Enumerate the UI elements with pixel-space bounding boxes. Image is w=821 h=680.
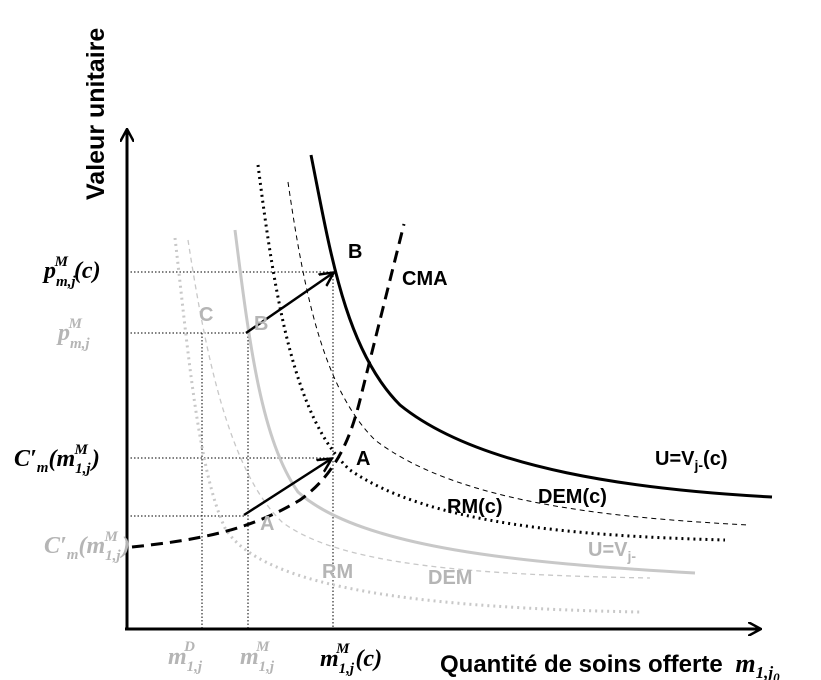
y-tick-marginal-cost: C′m(m1,jM) <box>44 529 130 564</box>
x-axis-title: Quantité de soins offerte m1,j0 <box>440 649 780 680</box>
y-tick-marginal-cost-c: C′m(m1,jM) <box>14 442 100 477</box>
point-b-label: B <box>254 313 268 335</box>
cma-curve <box>131 223 406 549</box>
utility-c-curve <box>309 154 773 499</box>
point-a-c-label: A <box>356 448 370 470</box>
dem-curve <box>187 239 651 579</box>
cma-label: CMA <box>402 268 448 290</box>
y-tick-price-c: pm,jM (c) <box>42 254 101 290</box>
rm-label: RM <box>322 561 353 583</box>
arrow-b-shift <box>245 273 333 335</box>
point-b-c-label: B <box>348 241 362 263</box>
y-axis-title: Valeur unitaire <box>82 28 110 200</box>
x-tick-marginal-quantity: m1,jM <box>240 639 275 675</box>
dem-label: DEM <box>428 567 472 589</box>
arrow-a-shift <box>243 459 331 517</box>
dem-c-curve <box>287 181 749 526</box>
y-tick-price: pm,jM <box>56 316 90 352</box>
rm-c-label: RM(c) <box>447 496 503 518</box>
point-a-label: A <box>260 513 274 535</box>
utility-curve <box>233 229 696 575</box>
utility-c-label: U=Vj-(c) <box>655 448 727 473</box>
x-tick-marginal-quantity-c: m1,jM (c) <box>320 641 382 677</box>
x-tick-demand-quantity: m1,jD <box>168 639 203 675</box>
dem-c-label: DEM(c) <box>538 486 607 508</box>
utility-label: U=Vj- <box>588 539 636 564</box>
rm-c-curve <box>256 164 726 542</box>
guide-lines <box>127 271 335 629</box>
point-c-label: C <box>199 304 213 326</box>
